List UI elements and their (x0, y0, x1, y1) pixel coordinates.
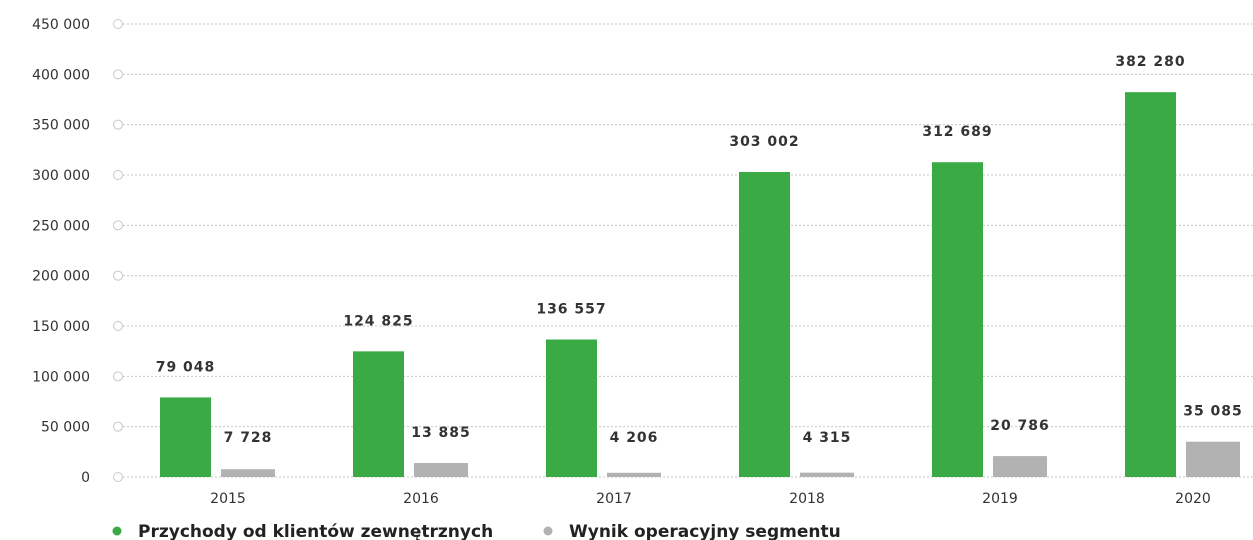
bar-przychody (932, 162, 983, 477)
x-tick-label: 2015 (210, 491, 246, 507)
data-label: 4 315 (803, 430, 852, 446)
data-labels: 79 048 7 728 124 825 13 885 136 557 4 206 303 … (156, 54, 1243, 446)
y-tick-label: 200 000 (32, 269, 90, 285)
tick-marker (113, 472, 123, 482)
tick-marker (113, 421, 123, 432)
tick-marker (113, 19, 123, 29)
bar-wynik (800, 472, 854, 477)
bar-przychody (353, 351, 404, 477)
data-label: 124 825 (343, 313, 413, 329)
y-tick-label: 150 000 (32, 319, 90, 335)
legend-label: Wynik operacyjny segmentu (569, 522, 841, 540)
bar-wynik (993, 456, 1047, 477)
legend-dot-icon (112, 526, 122, 536)
tick-marker (113, 371, 123, 382)
x-tick-label: 2017 (596, 491, 632, 507)
tick-marker (113, 170, 123, 180)
bar-przychody (1125, 92, 1176, 478)
data-label: 382 280 (1115, 54, 1185, 70)
y-axis: 0 50 000 100 000 150 000 200 000 250 000 300 0… (32, 17, 90, 486)
data-label: 35 085 (1183, 404, 1243, 420)
legend: Przychody od klientów zewnętrznych Wynik … (112, 522, 841, 540)
tick-marker (113, 119, 123, 130)
legend-dot-icon (543, 526, 553, 536)
legend-item: Przychody od klientów zewnętrznych (112, 522, 493, 540)
y-tick-label: 400 000 (32, 67, 90, 83)
bar-wynik (1186, 441, 1240, 477)
y-tick-label: 100 000 (32, 369, 90, 385)
bar-wynik (607, 472, 661, 477)
legend-item: Wynik operacyjny segmentu (543, 522, 841, 540)
bar-wynik (414, 463, 468, 477)
tick-marker (113, 270, 123, 281)
y-tick-label: 50 000 (41, 420, 90, 436)
legend-label: Przychody od klientów zewnętrznych (138, 522, 493, 540)
y-tick-label: 300 000 (32, 168, 90, 184)
data-label: 312 689 (922, 124, 992, 140)
y-tick-label: 450 000 (32, 17, 90, 33)
bar-przychody (739, 171, 790, 478)
x-tick-label: 2020 (1175, 491, 1211, 507)
data-label: 303 002 (729, 134, 799, 150)
tick-marker (113, 321, 123, 331)
x-axis: 2015 2016 2017 2018 2019 2020 (210, 491, 1211, 507)
bars (160, 92, 1240, 478)
bar-przychody (546, 339, 597, 477)
bar-wynik (221, 469, 275, 477)
data-label: 7 728 (224, 430, 273, 446)
bar-przychody (160, 397, 211, 477)
tick-marker (113, 69, 123, 80)
y-tick-label: 350 000 (32, 118, 90, 134)
gridlines (113, 19, 1253, 482)
x-tick-label: 2016 (403, 491, 439, 507)
tick-marker (113, 220, 123, 231)
data-label: 4 206 (610, 430, 659, 446)
data-label: 13 885 (411, 425, 471, 441)
data-label: 136 557 (536, 302, 606, 318)
x-tick-label: 2019 (982, 491, 1018, 507)
x-tick-label: 2018 (789, 491, 825, 507)
y-tick-label: 250 000 (32, 218, 90, 234)
data-label: 79 048 (156, 359, 216, 375)
y-tick-label: 0 (81, 470, 90, 486)
data-label: 20 786 (990, 418, 1050, 434)
